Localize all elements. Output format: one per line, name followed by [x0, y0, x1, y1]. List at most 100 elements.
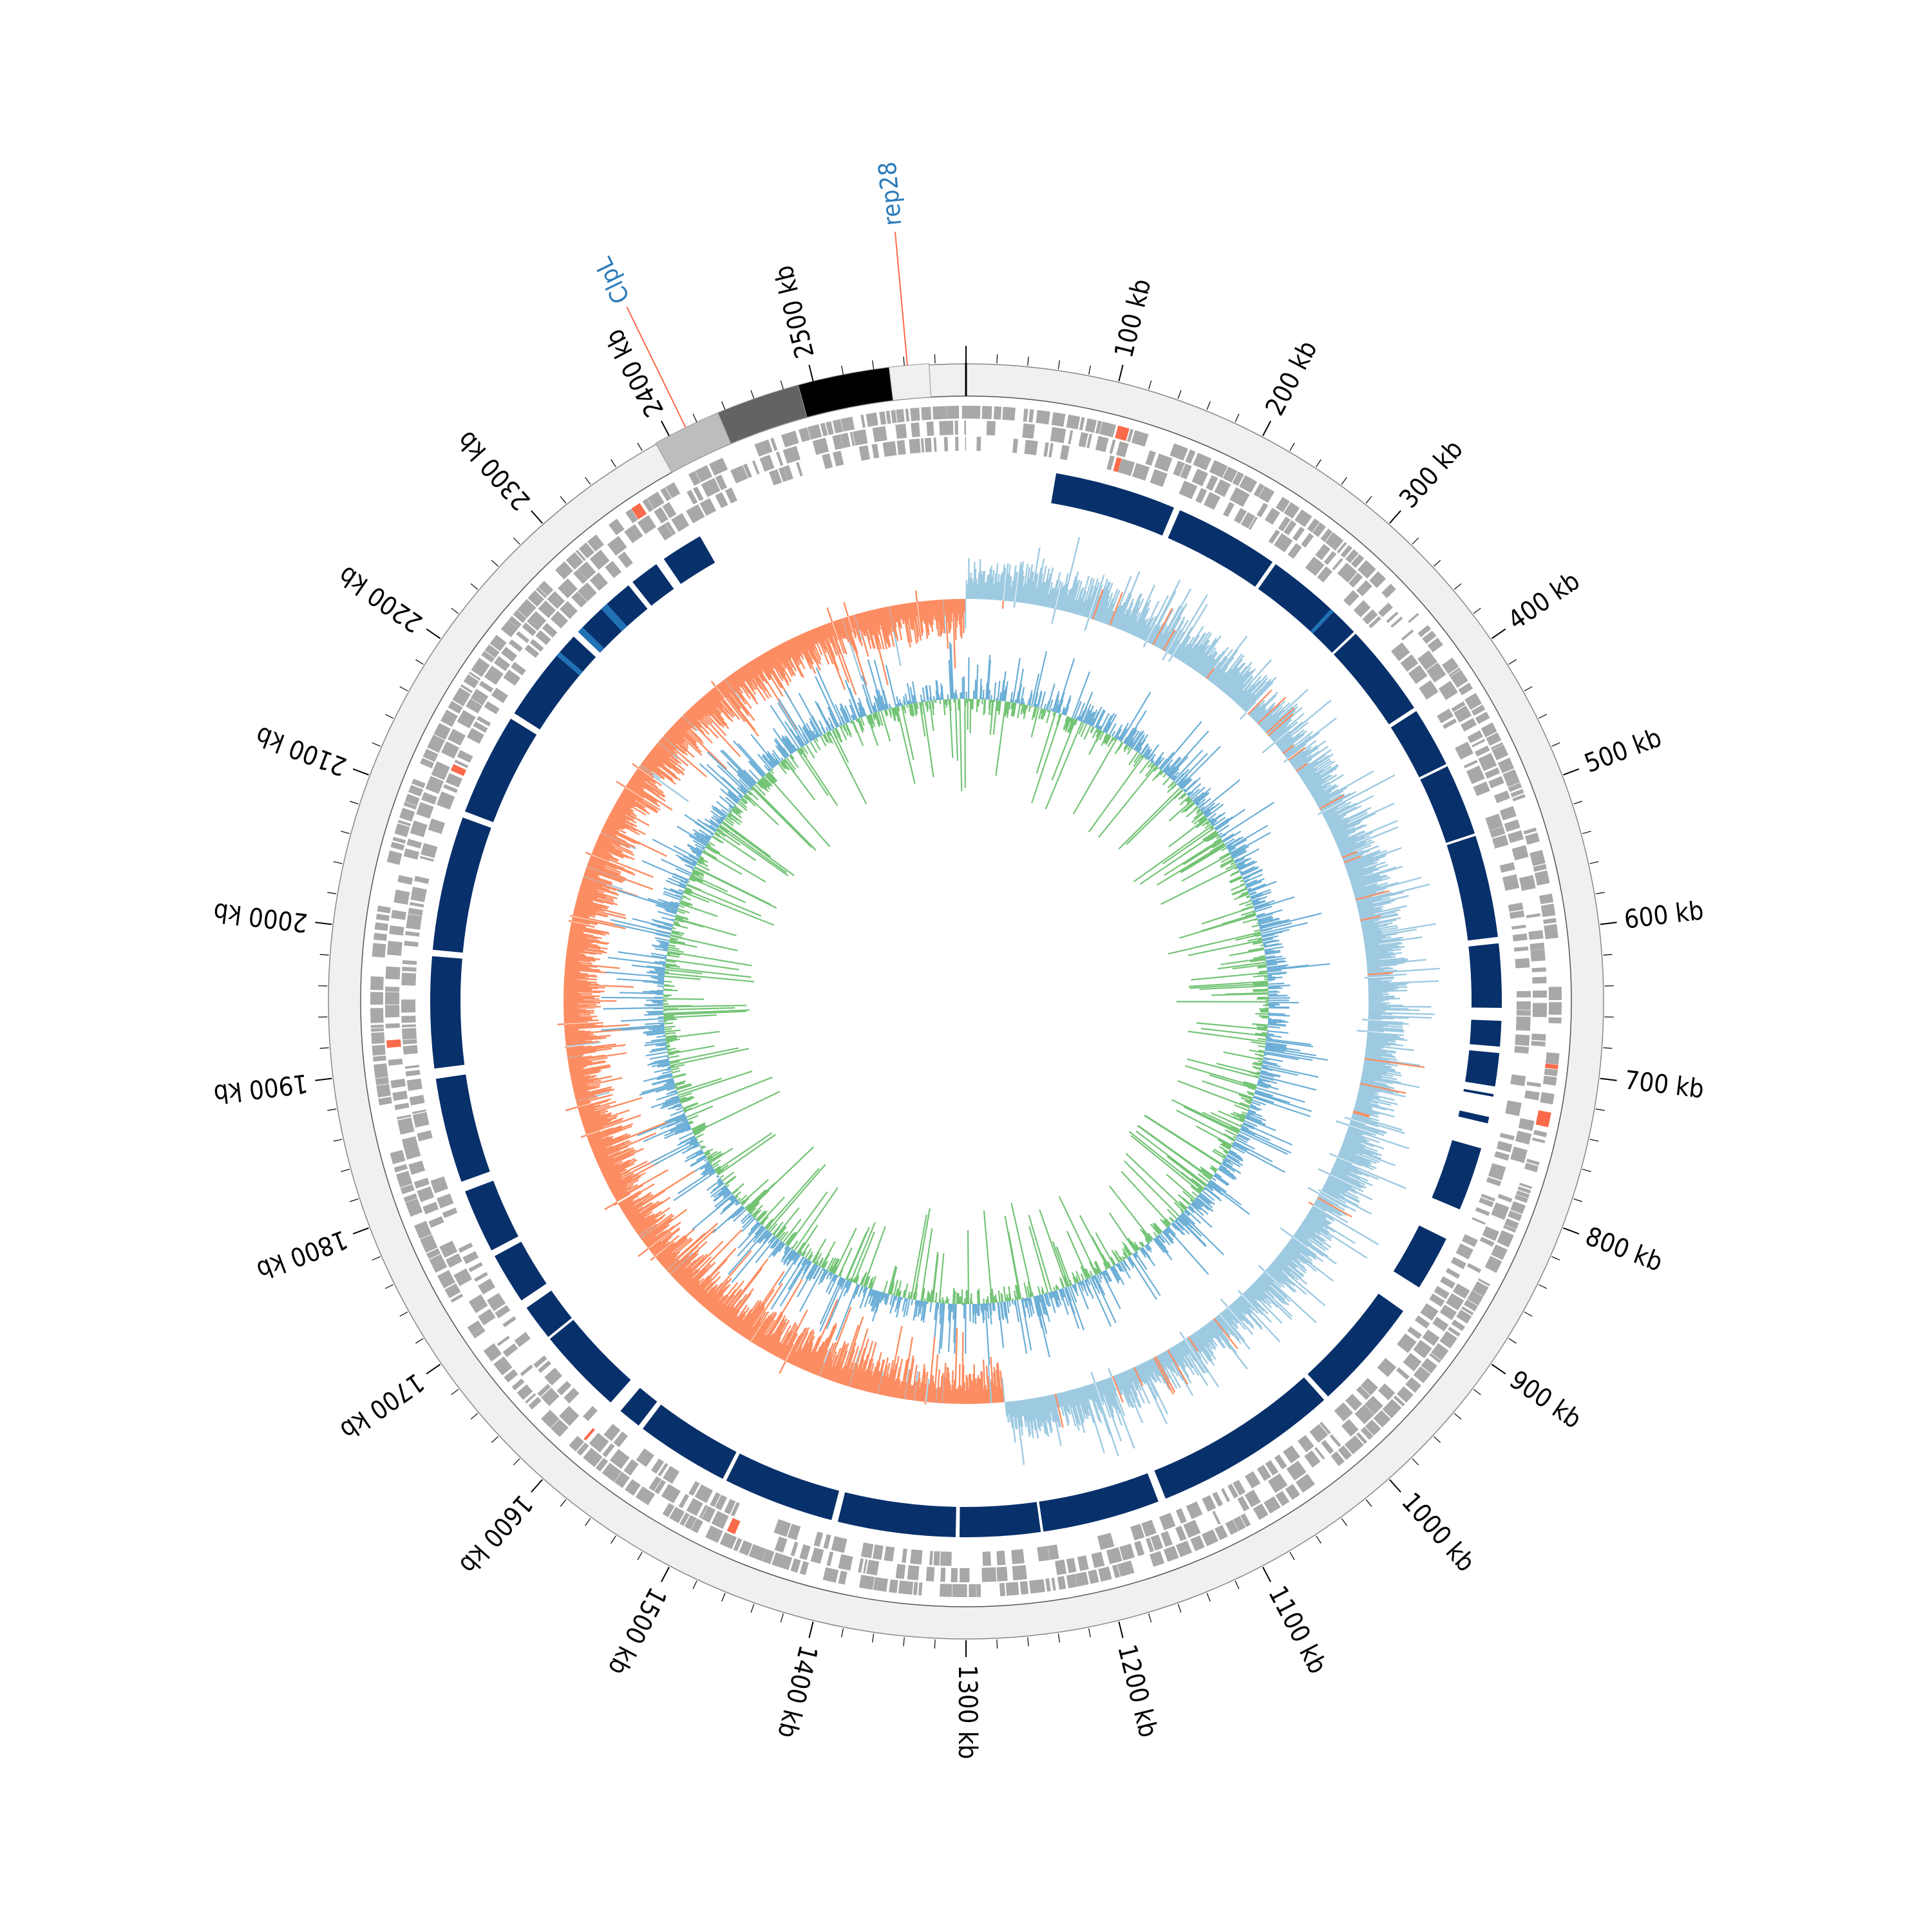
minor-tick: [721, 401, 726, 410]
blast-segment-10: [1465, 1050, 1500, 1087]
minor-tick: [1235, 413, 1240, 422]
minor-tick: [1088, 365, 1091, 375]
minor-tick: [1551, 1256, 1560, 1261]
major-tick: [1600, 1077, 1617, 1081]
major-tick: [808, 1621, 814, 1638]
blast-segment-15: [1039, 1473, 1159, 1532]
gene-label-line-ClpL: [626, 307, 687, 428]
minor-tick: [996, 354, 998, 364]
minor-tick: [872, 360, 875, 370]
minor-tick: [996, 1639, 998, 1649]
minor-tick: [750, 1604, 755, 1613]
minor-tick: [1341, 1518, 1347, 1526]
minor-tick: [1508, 659, 1517, 665]
blast-segment-2: [1168, 510, 1273, 587]
major-tick: [1491, 1363, 1506, 1375]
tick-label-1600: 1600 kb: [453, 1489, 538, 1579]
minor-tick: [611, 459, 616, 468]
minor-tick: [513, 537, 520, 545]
gc-content-below: [663, 698, 1269, 1305]
minor-tick: [1412, 537, 1419, 545]
blast-segment-25: [435, 1074, 490, 1182]
minor-tick: [1057, 360, 1060, 370]
tick-label-2200: 2200 kb: [333, 560, 428, 638]
tick-label-1000: 1000 kb: [1396, 1487, 1481, 1577]
ideogram-inner-edge: [360, 395, 1572, 1607]
tick-label-1100: 1100 kb: [1262, 1581, 1332, 1678]
minor-tick: [1524, 1311, 1533, 1317]
minor-tick: [1177, 1604, 1182, 1613]
major-tick: [531, 1479, 543, 1493]
major-tick: [1262, 421, 1271, 437]
major-tick: [352, 768, 369, 776]
major-tick: [1600, 922, 1617, 925]
blast-segment-4: [1333, 633, 1414, 724]
blast-segment-12: [1393, 1225, 1446, 1288]
minor-tick: [384, 1284, 394, 1289]
blast-segment-16: [959, 1502, 1041, 1538]
minor-tick: [1434, 560, 1441, 567]
minor-tick: [415, 659, 424, 665]
tick-label-2500: 2500 kb: [769, 262, 820, 361]
major-tick: [808, 365, 814, 382]
blast-accent-3: [1310, 609, 1334, 634]
major-tick: [1563, 1227, 1580, 1235]
minor-tick: [372, 742, 381, 747]
gc-skew-positive: [565, 536, 1440, 1465]
tick-label-400: 400 kb: [1502, 566, 1585, 636]
blast-segment-21: [549, 1320, 631, 1403]
minor-tick: [1365, 496, 1372, 504]
blast-segment-17: [837, 1492, 956, 1537]
minor-tick: [399, 1311, 408, 1317]
minor-tick: [585, 1518, 591, 1526]
gene-label-line-rep28: [894, 231, 909, 366]
blast-fragment-2: [1465, 1077, 1496, 1084]
blast-fragment-3: [1463, 1088, 1494, 1097]
minor-tick: [1341, 477, 1347, 485]
blast-segment-6: [1420, 766, 1475, 843]
contig-block-3: [888, 363, 932, 401]
major-tick: [352, 1227, 369, 1235]
minor-tick: [333, 861, 343, 864]
minor-tick: [451, 1388, 459, 1396]
minor-tick: [1289, 442, 1295, 451]
major-tick: [426, 1363, 441, 1375]
minor-tick: [1589, 1139, 1599, 1142]
minor-tick: [1365, 1499, 1372, 1507]
blast-segment-29: [514, 636, 596, 730]
minor-tick: [1573, 1198, 1582, 1202]
minor-tick: [1206, 401, 1211, 410]
blast-segment-32: [663, 536, 715, 584]
blast-segment-31: [632, 564, 674, 606]
major-tick: [315, 1077, 332, 1081]
minor-tick: [1582, 1169, 1591, 1172]
minor-tick: [415, 1338, 424, 1344]
tick-label-2000: 2000 kb: [212, 896, 309, 937]
minor-tick: [1434, 1436, 1441, 1443]
minor-tick: [750, 390, 755, 399]
minor-tick: [1603, 954, 1613, 956]
tick-label-600: 600 kb: [1622, 896, 1705, 935]
minor-tick: [637, 442, 643, 451]
blast-segment-3: [1258, 564, 1354, 653]
minor-tick: [1582, 831, 1591, 834]
minor-tick: [560, 1499, 567, 1507]
blast-fragment-4: [1458, 1110, 1490, 1124]
minor-tick: [1595, 892, 1605, 895]
minor-tick: [841, 365, 844, 375]
blast-segment-9: [1470, 1019, 1502, 1047]
major-tick: [1491, 628, 1506, 639]
blast-fragment-1: [1466, 1069, 1497, 1077]
blast-segment-26: [430, 956, 465, 1069]
gc-content-track: [601, 642, 1331, 1365]
minor-tick: [1316, 1535, 1321, 1544]
minor-tick: [1508, 1338, 1517, 1344]
tick-label-1700: 1700 kb: [335, 1367, 430, 1445]
tick-label-1900: 1900 kb: [212, 1068, 309, 1108]
minor-tick: [1454, 583, 1462, 590]
minor-tick: [1473, 607, 1481, 614]
minor-tick: [1454, 1413, 1462, 1420]
tick-label-900: 900 kb: [1504, 1365, 1587, 1435]
minor-tick: [491, 1436, 498, 1443]
